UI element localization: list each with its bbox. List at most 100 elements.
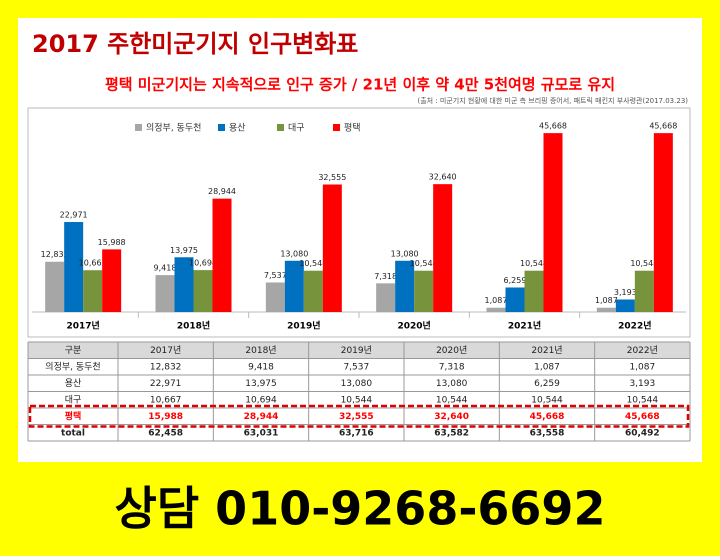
bar (615, 299, 635, 312)
value-label: 10,694 (189, 259, 217, 268)
bar (303, 270, 323, 312)
bar (596, 307, 616, 312)
value-label: 45,668 (539, 122, 567, 131)
bar (395, 260, 415, 312)
bar (174, 257, 194, 312)
bar (433, 184, 453, 312)
value-label: 9,418 (154, 264, 177, 273)
bar (486, 307, 506, 312)
x-tick-label: 2022년 (618, 320, 651, 332)
table-cell: 6,259 (534, 379, 560, 389)
table-cell: 32,640 (434, 412, 469, 422)
table-cell: 10,544 (436, 395, 468, 405)
table-cell: 13,080 (341, 379, 373, 389)
table-cell: 63,031 (244, 428, 279, 438)
value-label: 22,971 (60, 211, 88, 220)
value-label: 3,193 (614, 288, 637, 297)
bar (376, 283, 396, 312)
value-label: 13,080 (391, 249, 419, 258)
table-cell: 3,193 (629, 379, 655, 389)
value-label: 32,640 (429, 173, 457, 182)
bar (653, 133, 673, 312)
x-tick-label: 2020년 (397, 320, 430, 332)
bar (414, 270, 434, 312)
x-tick-label: 2021년 (508, 320, 541, 332)
x-tick-label: 2019년 (287, 320, 320, 332)
chart-frame (27, 107, 691, 338)
bar (524, 270, 544, 312)
value-label: 15,988 (98, 238, 126, 247)
table-cell: 의정부, 동두천 (45, 361, 100, 372)
value-label: 13,975 (170, 246, 198, 255)
table-cell: total (61, 428, 85, 438)
table-cell: 평택 (65, 410, 82, 422)
value-label: 28,944 (208, 187, 236, 196)
value-label: 7,318 (374, 272, 397, 281)
bar (634, 270, 654, 312)
table-cell: 63,558 (530, 428, 565, 438)
bar (265, 282, 285, 312)
table-cell: 45,668 (625, 412, 660, 422)
table-cell: 2018년 (245, 345, 276, 356)
bar (83, 270, 103, 312)
table-cell: 63,716 (339, 428, 374, 438)
table-cell: 63,582 (434, 428, 469, 438)
value-label: 10,544 (520, 259, 548, 268)
legend-swatch (333, 124, 340, 131)
subtitle: 평택 미군기지는 지속적으로 인구 증가 / 21년 이후 약 4만 5천여명 … (105, 76, 615, 94)
bar (102, 249, 122, 312)
x-tick-label: 2018년 (177, 320, 210, 332)
bar (64, 222, 84, 312)
legend-swatch (135, 124, 142, 131)
table-cell: 13,975 (245, 379, 277, 389)
legend-label: 용산 (229, 123, 246, 134)
legend-swatch (277, 124, 284, 131)
table-cell: 2017년 (150, 345, 181, 356)
x-tick-label: 2017년 (66, 320, 99, 332)
highlight-box (28, 404, 690, 428)
panel (18, 18, 702, 462)
table-cell: 용산 (65, 378, 82, 389)
source: (출처 : 미군기지 현황에 대한 미군 측 브리핑 증어서, 패트릭 매킨지 … (417, 96, 688, 105)
value-label: 1,087 (485, 296, 508, 305)
table-cell: 10,544 (627, 395, 659, 405)
table-cell: 12,832 (150, 362, 182, 372)
value-label: 45,668 (649, 122, 677, 131)
table-cell: 62,458 (148, 428, 183, 438)
table-cell: 32,555 (339, 412, 374, 422)
table-cell: 45,668 (530, 412, 565, 422)
bar (505, 287, 525, 312)
legend-swatch (218, 124, 225, 131)
table-cell: 1,087 (629, 362, 655, 372)
value-label: 10,667 (79, 259, 107, 268)
table-cell: 60,492 (625, 428, 660, 438)
table-cell: 15,988 (148, 412, 183, 422)
table-cell: 10,544 (341, 395, 373, 405)
table-cell: 10,694 (245, 395, 277, 405)
chart-title: 2017 주한미군기지 인구변화표 (32, 30, 358, 58)
table-cell: 10,667 (150, 395, 182, 405)
value-label: 10,544 (299, 259, 327, 268)
table-cell: 9,418 (248, 362, 274, 372)
table-cell: 22,971 (150, 379, 182, 389)
table-cell: 구분 (65, 345, 82, 356)
bar (193, 270, 213, 312)
table-cell: 2021년 (531, 345, 562, 356)
legend-label: 의정부, 동두천 (146, 123, 201, 134)
phone: 상담 010-9268-6692 (115, 482, 606, 536)
bar (155, 275, 175, 312)
value-label: 6,259 (504, 276, 527, 285)
table-cell: 10,544 (531, 395, 563, 405)
value-label: 13,080 (280, 249, 308, 258)
value-label: 1,087 (595, 296, 618, 305)
table-cell: 7,318 (439, 362, 465, 372)
bar (45, 261, 65, 312)
table-cell: 2022년 (627, 345, 658, 356)
value-label: 7,537 (264, 271, 287, 280)
bar (543, 133, 563, 312)
bar (322, 184, 342, 312)
table-cell: 13,080 (436, 379, 468, 389)
bar (212, 198, 232, 312)
table-cell: 대구 (65, 394, 82, 405)
